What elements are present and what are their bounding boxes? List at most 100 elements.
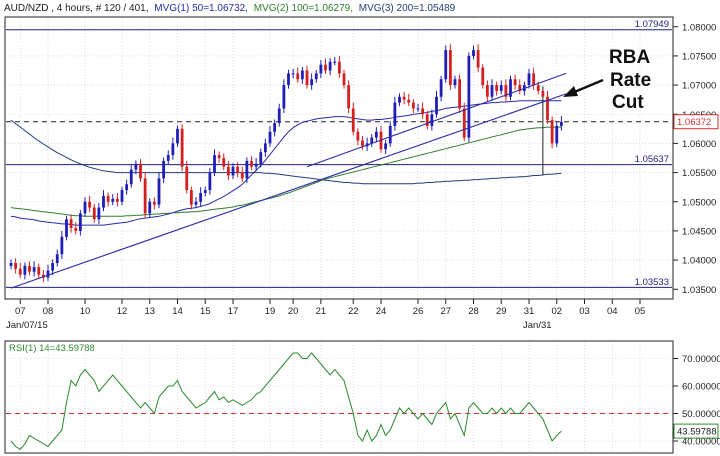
candle-body [120, 190, 124, 202]
x-tick-label: 02 [551, 306, 562, 317]
candle-body [185, 166, 189, 191]
candle-body [254, 163, 258, 167]
price-y-tick-label: 1.04500 [682, 226, 716, 237]
candle-body [282, 85, 286, 109]
candle-body [310, 79, 314, 86]
candle-body [199, 193, 203, 202]
annotation-arrow-shaft [571, 78, 604, 95]
x-major-label: Jan/31 [523, 320, 552, 331]
candle-body [162, 160, 166, 179]
candle-body [203, 190, 207, 193]
x-tick-label: 13 [144, 306, 155, 317]
candle-body [296, 73, 300, 80]
candle-body [324, 64, 327, 71]
x-tick-label: 14 [172, 306, 183, 317]
trendlines [10, 72, 567, 289]
price-levels [6, 29, 672, 288]
candle-body [97, 207, 101, 220]
candle-body [351, 108, 355, 132]
x-tick-label: 17 [228, 306, 239, 317]
candle-body [499, 85, 503, 91]
x-tick-label: 04 [607, 306, 618, 317]
x-tick-label: 12 [117, 306, 128, 317]
x-tick-label: 10 [80, 306, 91, 317]
candle-body [102, 195, 105, 208]
rsi-current-label: 43.59788 [677, 427, 717, 438]
x-tick-label: 29 [496, 306, 507, 317]
candle-body [55, 254, 59, 263]
candle-body [421, 108, 425, 115]
x-tick-label: 03 [579, 306, 590, 317]
candle-body [435, 96, 438, 115]
candle-body [319, 64, 323, 74]
candle-body [333, 61, 337, 63]
candle-body [402, 96, 406, 100]
ma50-legend: MVG(1) 50=1.06732, [154, 3, 248, 14]
price-y-tick-label: 1.03500 [682, 285, 716, 296]
candle-body [476, 50, 480, 68]
x-tick-label: 21 [316, 306, 327, 317]
lower-trendline [10, 93, 567, 289]
candle-body [28, 265, 31, 272]
rsi-y-tick-label: 40.00000 [682, 437, 720, 448]
candle-body [23, 265, 27, 275]
candle-body [263, 143, 267, 153]
candle-body [88, 201, 92, 208]
candle-body [555, 125, 559, 144]
candle-body [305, 70, 309, 86]
candle-body [444, 50, 448, 80]
x-tick-label: 05 [635, 306, 646, 317]
x-axis: 07 08 10 12 13 14 15 17 19 20 21 22 24 26 27 28 29 31 02 03… [6, 299, 645, 331]
candle-body [374, 131, 378, 138]
candle-body [541, 90, 545, 97]
price-level-label: 1.07949 [635, 19, 669, 30]
candle-body [83, 201, 87, 214]
candle-body [268, 131, 272, 144]
candle-body [46, 270, 50, 278]
candle-body [259, 152, 263, 164]
current-price-box [673, 114, 719, 130]
candle-body [18, 268, 22, 275]
candle-body [9, 263, 13, 266]
x-tick-label: 15 [200, 306, 211, 317]
price-level-label: 1.03533 [635, 277, 669, 288]
candle-body [125, 184, 129, 191]
level-labels: 1.07949 1.06372 1.05637 1.03533 [635, 19, 719, 288]
candle-body [250, 160, 253, 167]
annotation-line1: RBA [609, 47, 650, 68]
candle-body [231, 166, 235, 176]
candle-body [453, 79, 457, 86]
annotation-line2: Rate [610, 70, 651, 91]
candle-body [448, 50, 452, 86]
candle-body [347, 85, 351, 109]
candlestick-series [9, 44, 563, 283]
candle-body [467, 55, 471, 138]
ma200-line [10, 119, 562, 185]
candle-body [157, 178, 161, 205]
candle-body [407, 99, 411, 103]
ma100-line [10, 126, 562, 217]
candle-body [143, 178, 147, 214]
candle-body [462, 108, 466, 138]
candle-body [513, 79, 517, 86]
candle-body [398, 96, 401, 103]
candle-body [509, 79, 512, 97]
price-panel-frame [4, 16, 674, 300]
x-major-label: Jan/07/15 [6, 320, 48, 331]
candle-body [134, 163, 138, 170]
price-level-label: 1.05637 [635, 154, 669, 165]
candle-body [92, 207, 96, 220]
symbol-info: AUD/NZD , 4 hours, # 120 / 401, [4, 3, 149, 14]
rsi-current-box [673, 423, 719, 439]
candle-body [559, 121, 563, 126]
rsi-line [10, 352, 562, 450]
x-tick-label: 24 [376, 306, 387, 317]
x-tick-label: 19 [265, 306, 276, 317]
annotation-line3: Cut [612, 92, 644, 113]
x-tick-label: 31 [524, 306, 535, 317]
candle-body [194, 201, 198, 205]
candle-body [139, 163, 142, 179]
candle-body [328, 61, 332, 71]
rsi-y-tick-label: 50.00000 [682, 409, 720, 420]
